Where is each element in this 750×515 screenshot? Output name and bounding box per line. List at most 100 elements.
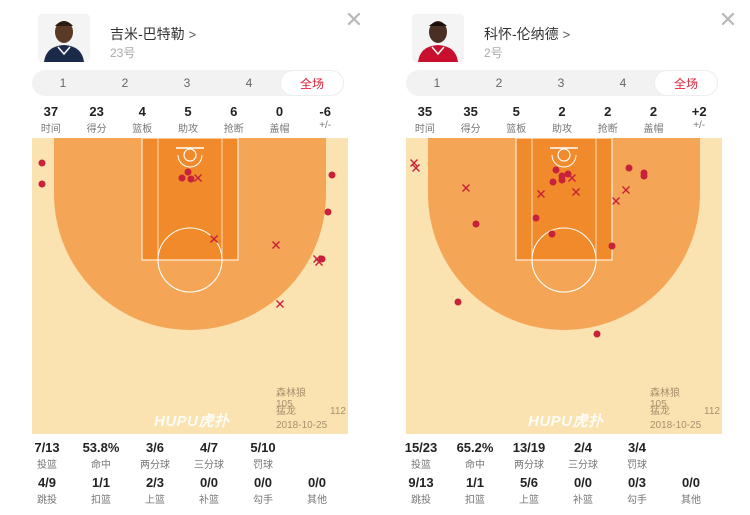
game-date: 2018-10-25	[276, 420, 328, 431]
stat-tipin: 0/0 补篮	[199, 475, 219, 506]
tab-full-game[interactable]: 全场	[280, 70, 344, 96]
made-shot-dot	[552, 166, 560, 174]
summary-stats: 35 时间 35 得分 5 篮板 2 助攻 2 抢断 2 盖帽 +2 +/-	[402, 104, 722, 135]
made-shot-dot	[328, 171, 336, 179]
stat-jumper: 4/9 跳投	[37, 475, 57, 506]
stat-other: 0/0 其他	[307, 475, 327, 506]
tab-q4[interactable]: 4	[245, 76, 253, 90]
made-shot-dot	[187, 175, 195, 183]
score-line-2: 猛龙 112	[650, 406, 720, 417]
tab-q1[interactable]: 1	[433, 76, 441, 90]
stat-dunk: 1/1 扣篮	[91, 475, 111, 506]
missed-shot-x	[572, 188, 580, 196]
quarter-tabs: 1 2 3 4 全场	[32, 70, 344, 96]
stat-fg-pct: 53.8% 命中	[82, 440, 120, 471]
shot-chart: 森林狼105 猛龙 112 HUPU虎扑 2018-10-25	[406, 138, 722, 434]
missed-shot-x	[276, 300, 284, 308]
missed-shot-x	[537, 190, 545, 198]
stat-rebounds: 5 篮板	[506, 104, 527, 135]
close-icon[interactable]: ✕	[344, 7, 364, 32]
stat-ft: 3/4 罚球	[627, 440, 647, 471]
stat-hook: 0/3 勾手	[627, 475, 647, 506]
player-avatar[interactable]	[412, 14, 464, 62]
made-shot-dot	[472, 220, 480, 228]
made-shot-dot	[608, 242, 616, 250]
stat-2pt: 13/19 两分球	[512, 440, 546, 471]
tab-full-game[interactable]: 全场	[654, 70, 718, 96]
stat-3pt: 4/7 三分球	[194, 440, 224, 471]
shooting-stats-row: 7/13 投篮 53.8% 命中 3/6 两分球 4/7 三分球 5/10 罚球	[20, 440, 360, 471]
made-shot-dot	[454, 298, 462, 306]
made-shot-dot	[548, 230, 556, 238]
missed-shot-x	[210, 235, 218, 243]
made-shot-dot	[593, 330, 601, 338]
player-avatar[interactable]	[38, 14, 90, 62]
chevron-right-icon: >	[562, 27, 571, 42]
made-shot-dot	[625, 164, 633, 172]
made-shot-dot	[178, 174, 186, 182]
stat-ft: 5/10 罚球	[250, 440, 276, 471]
tab-q4[interactable]: 4	[619, 76, 627, 90]
shot-marks	[38, 159, 336, 308]
made-shot-dot	[38, 180, 46, 188]
game-date: 2018-10-25	[650, 420, 702, 431]
made-shot-dot	[558, 176, 566, 184]
hupu-watermark: HUPU虎扑	[528, 413, 604, 430]
stat-hook: 0/0 勾手	[253, 475, 273, 506]
tab-q1[interactable]: 1	[59, 76, 67, 90]
made-shot-dot	[38, 159, 46, 167]
hupu-watermark: HUPU虎扑	[154, 413, 230, 430]
player-number: 2号	[484, 46, 503, 60]
shot-type-row: 4/9 跳投 1/1 扣篮 2/3 上篮 0/0 补篮 0/0 勾手 0/0 其他	[20, 475, 360, 506]
stat-minutes: 35 时间	[414, 104, 435, 135]
shot-chart: 森林狼105 猛龙 112 HUPU虎扑 2018-10-25	[32, 138, 348, 434]
made-shot-dot	[324, 208, 332, 216]
score-line-1: 森林狼105	[276, 388, 306, 410]
stat-fg-pct: 65.2% 命中	[456, 440, 494, 471]
tab-q3[interactable]: 3	[557, 76, 565, 90]
tab-q2[interactable]: 2	[495, 76, 503, 90]
score-line-1: 森林狼105	[650, 388, 680, 410]
missed-shot-x	[622, 186, 630, 194]
stat-plus-minus: +2 +/-	[691, 104, 707, 131]
stat-plus-minus: -6 +/-	[319, 104, 332, 131]
player-name[interactable]: 科怀-伦纳德 >	[484, 26, 571, 42]
missed-shot-x	[272, 241, 280, 249]
stat-points: 35 得分	[460, 104, 481, 135]
court-svg	[406, 138, 722, 434]
stat-minutes: 37 时间	[40, 104, 61, 135]
stat-blocks: 2 盖帽	[643, 104, 664, 135]
stat-3pt: 2/4 三分球	[568, 440, 598, 471]
made-shot-dot	[184, 168, 192, 176]
missed-shot-x	[410, 159, 418, 167]
stat-other: 0/0 其他	[681, 475, 701, 506]
missed-shot-x	[315, 258, 323, 266]
stat-fg: 7/13 投篮	[34, 440, 60, 471]
shooting-stats-row: 15/23 投篮 65.2% 命中 13/19 两分球 2/4 三分球 3/4 罚球	[394, 440, 734, 471]
missed-shot-x	[412, 164, 420, 172]
stat-assists: 2 助攻	[552, 104, 573, 135]
stat-steals: 6 抢断	[223, 104, 244, 135]
missed-shot-x	[194, 174, 202, 182]
close-icon[interactable]: ✕	[718, 7, 738, 32]
made-shot-dot	[640, 172, 648, 180]
quarter-tabs: 1 2 3 4 全场	[406, 70, 718, 96]
tab-q2[interactable]: 2	[121, 76, 129, 90]
shot-marks	[410, 159, 648, 338]
stat-tipin: 0/0 补篮	[573, 475, 593, 506]
stat-jumper: 9/13 跳投	[408, 475, 434, 506]
court-svg	[32, 138, 348, 434]
player-name[interactable]: 吉米-巴特勒 >	[110, 26, 197, 42]
missed-shot-x	[462, 184, 470, 192]
missed-shot-x	[568, 174, 576, 182]
stat-assists: 5 助攻	[178, 104, 199, 135]
made-shot-dot	[532, 214, 540, 222]
stat-layup: 5/6 上篮	[519, 475, 539, 506]
shot-type-row: 9/13 跳投 1/1 扣篮 5/6 上篮 0/0 补篮 0/3 勾手 0/0 其他	[394, 475, 734, 506]
tab-q3[interactable]: 3	[183, 76, 191, 90]
missed-shot-x	[612, 197, 620, 205]
stat-2pt: 3/6 两分球	[140, 440, 170, 471]
player-number: 23号	[110, 46, 136, 60]
summary-stats: 37 时间 23 得分 4 篮板 5 助攻 6 抢断 0 盖帽 -6 +/-	[28, 104, 348, 135]
